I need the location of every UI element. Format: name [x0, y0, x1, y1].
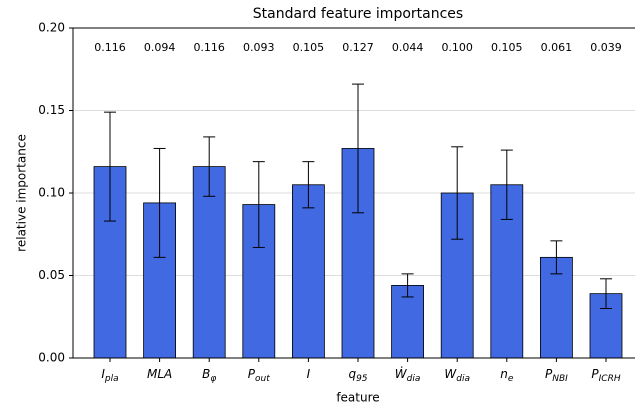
error-bar	[550, 240, 563, 275]
error-bar	[203, 136, 216, 197]
value-label: 0.093	[243, 41, 275, 54]
bar	[291, 184, 325, 359]
x-axis-label: feature	[336, 391, 379, 405]
y-tick-label: 0.05	[38, 268, 65, 282]
value-label: 0.116	[94, 41, 126, 54]
bar	[391, 284, 425, 359]
error-bar	[500, 149, 513, 220]
x-tick-label: Ẇdia	[395, 366, 421, 384]
y-tick-label: 0.10	[38, 186, 65, 200]
error-bar	[401, 273, 414, 298]
x-tick-label: PNBI	[545, 367, 568, 384]
error-bar	[600, 278, 612, 309]
value-label: 0.044	[392, 41, 424, 54]
value-label: 0.105	[491, 41, 523, 54]
value-label: 0.105	[293, 41, 325, 54]
y-tick-label: 0.20	[38, 21, 65, 35]
x-tick-label: Pout	[248, 367, 270, 384]
value-label: 0.039	[590, 41, 622, 54]
x-tick-label: Wdia	[444, 367, 470, 384]
value-label: 0.061	[541, 41, 573, 54]
x-tick-label: MLA	[147, 367, 172, 381]
value-label: 0.116	[193, 41, 225, 54]
x-tick-label: q95	[348, 367, 367, 384]
error-bar	[352, 83, 364, 214]
x-tick-label: PICRH	[591, 367, 620, 384]
bar	[192, 166, 226, 359]
error-bar	[302, 161, 315, 209]
value-label: 0.100	[441, 41, 473, 54]
error-bar	[104, 111, 116, 222]
chart-title: Standard feature importances	[253, 6, 463, 22]
error-bar	[252, 161, 265, 248]
y-tick-label: 0.00	[38, 351, 65, 365]
y-tick-label: 0.15	[38, 103, 65, 117]
error-bar	[451, 146, 464, 240]
value-label: 0.127	[342, 41, 374, 54]
x-tick-label: Bφ	[202, 367, 216, 384]
y-axis-label: relative importance	[15, 134, 29, 252]
error-bar	[153, 147, 166, 258]
x-tick-label: ne	[500, 367, 514, 384]
x-tick-label: I	[307, 367, 311, 381]
value-label: 0.094	[144, 41, 176, 54]
x-tick-label: Ipla	[101, 367, 118, 384]
